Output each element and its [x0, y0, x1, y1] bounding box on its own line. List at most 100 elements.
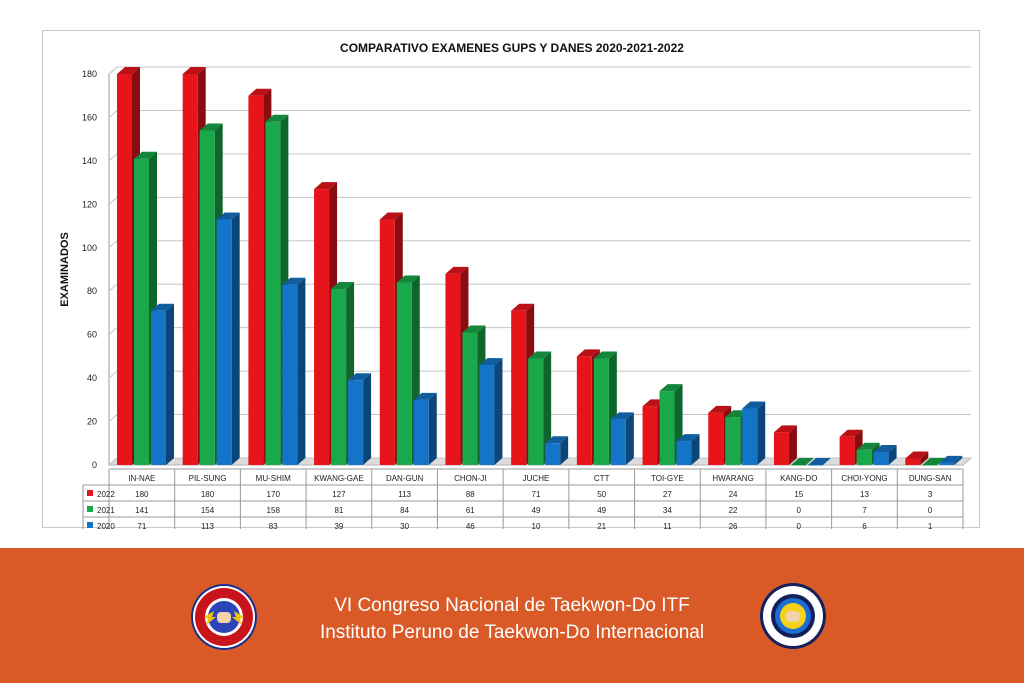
- bar: [248, 95, 264, 465]
- bar: [282, 284, 298, 465]
- bar: [659, 391, 675, 465]
- bar: [856, 449, 872, 465]
- data-label: 83: [269, 522, 278, 529]
- data-label: 0: [797, 506, 802, 515]
- bar-top: [216, 212, 240, 220]
- bar: [939, 462, 955, 465]
- bar: [151, 310, 166, 465]
- data-label: 88: [466, 490, 475, 499]
- bar-side: [363, 373, 372, 465]
- bar-top: [528, 351, 552, 359]
- data-label: 34: [663, 506, 672, 515]
- data-label: 71: [137, 522, 146, 529]
- data-label: 3: [928, 490, 933, 499]
- bar: [922, 465, 938, 466]
- data-label: 49: [532, 506, 541, 515]
- bar-side: [888, 444, 897, 465]
- y-tick-label: 20: [87, 417, 97, 427]
- bar-top: [199, 123, 223, 131]
- bar-side: [788, 425, 797, 465]
- bar-top: [265, 114, 289, 122]
- data-label: 84: [400, 506, 409, 515]
- bar-side: [691, 434, 700, 465]
- y-tick-label: 120: [82, 199, 97, 209]
- footer-banner: VI Congreso Nacional de Taekwon-Do ITF I…: [0, 548, 1024, 683]
- bar: [479, 365, 495, 465]
- bar: [314, 189, 330, 465]
- bar: [905, 458, 921, 465]
- bar-top: [413, 392, 437, 400]
- bar-top: [511, 303, 535, 311]
- bar-top: [742, 401, 766, 409]
- data-label: 13: [860, 490, 869, 499]
- gridline: [108, 196, 971, 205]
- bar: [873, 451, 889, 465]
- bar-side: [231, 212, 240, 465]
- bar-side: [920, 451, 929, 465]
- x-tick-label: CHOI-YONG: [841, 474, 887, 483]
- bar-top: [331, 282, 355, 290]
- data-label: 49: [597, 506, 606, 515]
- data-label: 26: [729, 522, 738, 529]
- bar-side: [560, 436, 569, 465]
- bar-top: [314, 182, 338, 190]
- bar: [265, 121, 281, 466]
- bar-top: [282, 277, 306, 285]
- bar-top: [676, 434, 700, 442]
- bar-top: [248, 88, 272, 96]
- bar-side: [494, 358, 503, 465]
- legend-swatch: [87, 506, 93, 512]
- x-tick-label: JUCHE: [523, 474, 550, 483]
- bar-top: [151, 303, 174, 311]
- x-tick-label: KWANG-GAE: [314, 474, 363, 483]
- data-label: 39: [334, 522, 343, 529]
- data-label: 141: [135, 506, 149, 515]
- y-tick-label: 40: [87, 373, 97, 383]
- bar: [331, 289, 347, 465]
- bar: [708, 412, 724, 465]
- bar-top: [445, 266, 469, 274]
- bar: [379, 219, 395, 465]
- bar: [462, 332, 478, 465]
- x-tick-label: KANG-DO: [780, 474, 817, 483]
- bar: [807, 465, 823, 466]
- gridline: [108, 109, 971, 118]
- bar-side: [954, 455, 963, 465]
- data-label: 0: [797, 522, 802, 529]
- bar-top: [396, 275, 420, 283]
- legend-swatch: [87, 490, 93, 496]
- bar-side: [543, 351, 552, 465]
- legend-label: 2022: [97, 490, 115, 499]
- data-label: 15: [794, 490, 803, 499]
- bar-top: [610, 412, 634, 420]
- data-label: 24: [729, 490, 738, 499]
- bar: [199, 130, 215, 465]
- bar-side: [757, 401, 766, 465]
- x-tick-label: PIL-SUNG: [189, 474, 227, 483]
- y-tick-label: 80: [87, 286, 97, 296]
- chart-frame: COMPARATIVO EXAMENES GUPS Y DANES 2020-2…: [42, 30, 980, 529]
- bar: [576, 356, 592, 465]
- data-label: 170: [267, 490, 281, 499]
- bar: [725, 417, 741, 465]
- footer-line-1: VI Congreso Nacional de Taekwon-Do ITF: [334, 595, 690, 616]
- bar-top: [922, 458, 946, 465]
- bar: [348, 380, 364, 465]
- bar: [216, 219, 232, 465]
- bar-top: [773, 425, 797, 433]
- bar: [182, 74, 198, 465]
- data-label: 22: [729, 506, 738, 515]
- bar-top: [939, 455, 963, 463]
- bar: [839, 436, 855, 465]
- bar-top: [379, 212, 403, 220]
- gridline: [108, 66, 971, 75]
- bar-top: [479, 358, 503, 366]
- x-tick-label: CTT: [594, 474, 610, 483]
- legend-label: 2021: [97, 506, 115, 515]
- x-tick-label: DUNG-SAN: [909, 474, 952, 483]
- y-tick-label: 60: [87, 330, 97, 340]
- x-tick-label: MU-SHIM: [256, 474, 291, 483]
- data-label: 1: [928, 522, 933, 529]
- bar: [445, 273, 461, 465]
- bar: [511, 310, 527, 465]
